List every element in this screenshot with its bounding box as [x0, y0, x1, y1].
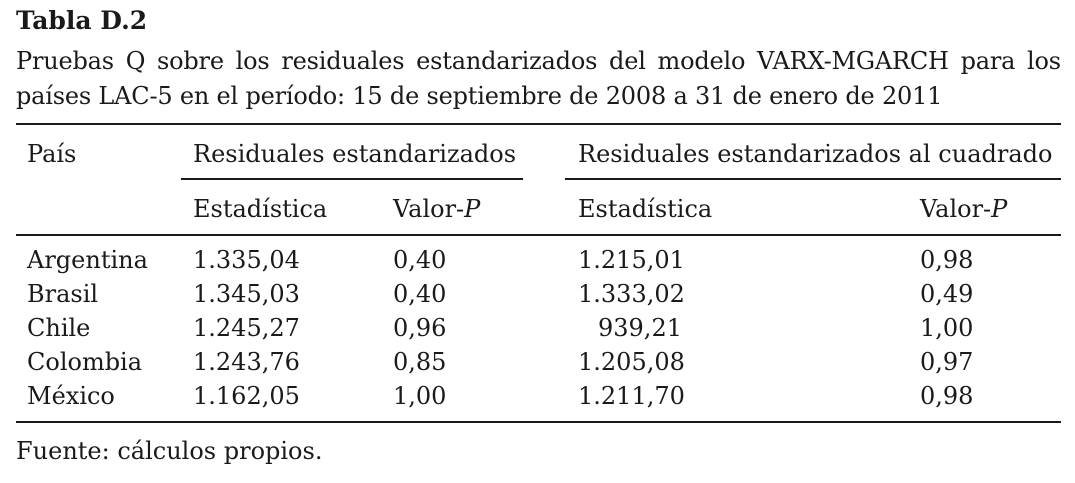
caption-word: VARX-MGARCH — [757, 47, 949, 75]
cell-p2: 1,00 — [920, 314, 974, 342]
header-country: País — [27, 140, 77, 168]
cell-p2: 0,49 — [920, 280, 974, 308]
caption-word: residuales — [281, 47, 405, 75]
caption-word: los — [1027, 47, 1061, 75]
cell-stat2: 1.215,01 — [578, 246, 685, 274]
caption-line-2: países LAC-5 en el período: 15 de septie… — [16, 82, 943, 110]
cell-stat2: 939,21 — [598, 314, 682, 342]
table-caption: Pruebas Q sobre los residuales estandari… — [16, 44, 1061, 114]
cell-country: Argentina — [27, 246, 148, 274]
caption-word: Pruebas — [16, 47, 114, 75]
caption-word: para — [960, 47, 1016, 75]
cell-p2: 0,98 — [920, 246, 974, 274]
cell-stat1: 1.345,03 — [193, 280, 300, 308]
header-pvalue-1: Valor-P — [393, 194, 480, 224]
cell-stat1: 1.162,05 — [193, 382, 300, 410]
table-bottom-rule — [16, 421, 1061, 423]
header-bottom-rule — [16, 234, 1061, 236]
caption-line-1: Pruebas Q sobre los residuales estandari… — [16, 44, 1061, 79]
cell-p1: 1,00 — [393, 382, 447, 410]
header-pvalue-2: Valor-P — [920, 194, 1007, 224]
cell-country: Colombia — [27, 348, 143, 376]
cell-stat2: 1.205,08 — [578, 348, 685, 376]
cell-stat1: 1.243,76 — [193, 348, 300, 376]
header-group-standardized: Residuales estandarizados — [193, 140, 517, 168]
header-statistic-2: Estadística — [578, 195, 713, 223]
cell-stat1: 1.335,04 — [193, 246, 300, 274]
cell-country: Chile — [27, 314, 91, 342]
table-top-rule — [16, 123, 1061, 125]
group2-underline — [565, 178, 1061, 180]
cell-p2: 0,97 — [920, 348, 974, 376]
pvalue-prefix: Valor- — [920, 195, 992, 223]
pvalue-letter: P — [991, 195, 1008, 223]
header-group-squared: Residuales estandarizados al cuadrado — [578, 140, 1053, 168]
cell-country: México — [27, 382, 115, 410]
cell-p2: 0,98 — [920, 382, 974, 410]
cell-p1: 0,40 — [393, 280, 447, 308]
group1-underline — [181, 178, 523, 180]
caption-word: Q — [125, 47, 146, 75]
cell-stat2: 1.211,70 — [578, 382, 685, 410]
cell-country: Brasil — [27, 280, 99, 308]
cell-stat2: 1.333,02 — [578, 280, 685, 308]
cell-p1: 0,85 — [393, 348, 447, 376]
caption-word: sobre — [157, 47, 224, 75]
pvalue-letter: P — [464, 195, 481, 223]
cell-stat1: 1.245,27 — [193, 314, 300, 342]
caption-word: los — [235, 47, 270, 75]
caption-word: del — [609, 47, 646, 75]
pvalue-prefix: Valor- — [393, 195, 465, 223]
table-label: Tabla D.2 — [16, 6, 148, 35]
table-source-note: Fuente: cálculos propios. — [16, 437, 323, 465]
caption-word: modelo — [657, 47, 746, 75]
cell-p1: 0,96 — [393, 314, 447, 342]
caption-word: estandarizados — [416, 47, 598, 75]
header-statistic-1: Estadística — [193, 195, 328, 223]
cell-p1: 0,40 — [393, 246, 447, 274]
